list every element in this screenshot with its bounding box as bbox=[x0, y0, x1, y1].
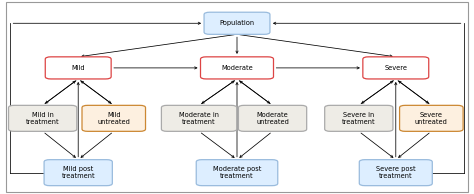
Text: Severe in
treatment: Severe in treatment bbox=[342, 112, 375, 125]
Text: Mild: Mild bbox=[72, 65, 85, 71]
FancyBboxPatch shape bbox=[238, 105, 307, 131]
Text: Mild in
treatment: Mild in treatment bbox=[26, 112, 59, 125]
Text: Severe: Severe bbox=[384, 65, 407, 71]
Text: Mild
untreated: Mild untreated bbox=[97, 112, 130, 125]
FancyBboxPatch shape bbox=[400, 105, 463, 131]
Text: Population: Population bbox=[219, 20, 255, 26]
Text: Moderate in
treatment: Moderate in treatment bbox=[179, 112, 219, 125]
FancyBboxPatch shape bbox=[46, 57, 111, 79]
FancyBboxPatch shape bbox=[363, 57, 428, 79]
Text: Severe post
treatment: Severe post treatment bbox=[376, 166, 416, 179]
Text: Severe
untreated: Severe untreated bbox=[415, 112, 448, 125]
FancyBboxPatch shape bbox=[325, 105, 393, 131]
Text: Moderate post
treatment: Moderate post treatment bbox=[213, 166, 261, 179]
FancyBboxPatch shape bbox=[359, 160, 432, 186]
FancyBboxPatch shape bbox=[204, 12, 270, 34]
Text: Mild post
treatment: Mild post treatment bbox=[62, 166, 95, 179]
FancyBboxPatch shape bbox=[201, 57, 273, 79]
FancyBboxPatch shape bbox=[9, 105, 77, 131]
FancyBboxPatch shape bbox=[196, 160, 278, 186]
Text: Moderate: Moderate bbox=[221, 65, 253, 71]
FancyBboxPatch shape bbox=[161, 105, 237, 131]
Text: Moderate
untreated: Moderate untreated bbox=[256, 112, 289, 125]
FancyBboxPatch shape bbox=[82, 105, 146, 131]
FancyBboxPatch shape bbox=[44, 160, 112, 186]
